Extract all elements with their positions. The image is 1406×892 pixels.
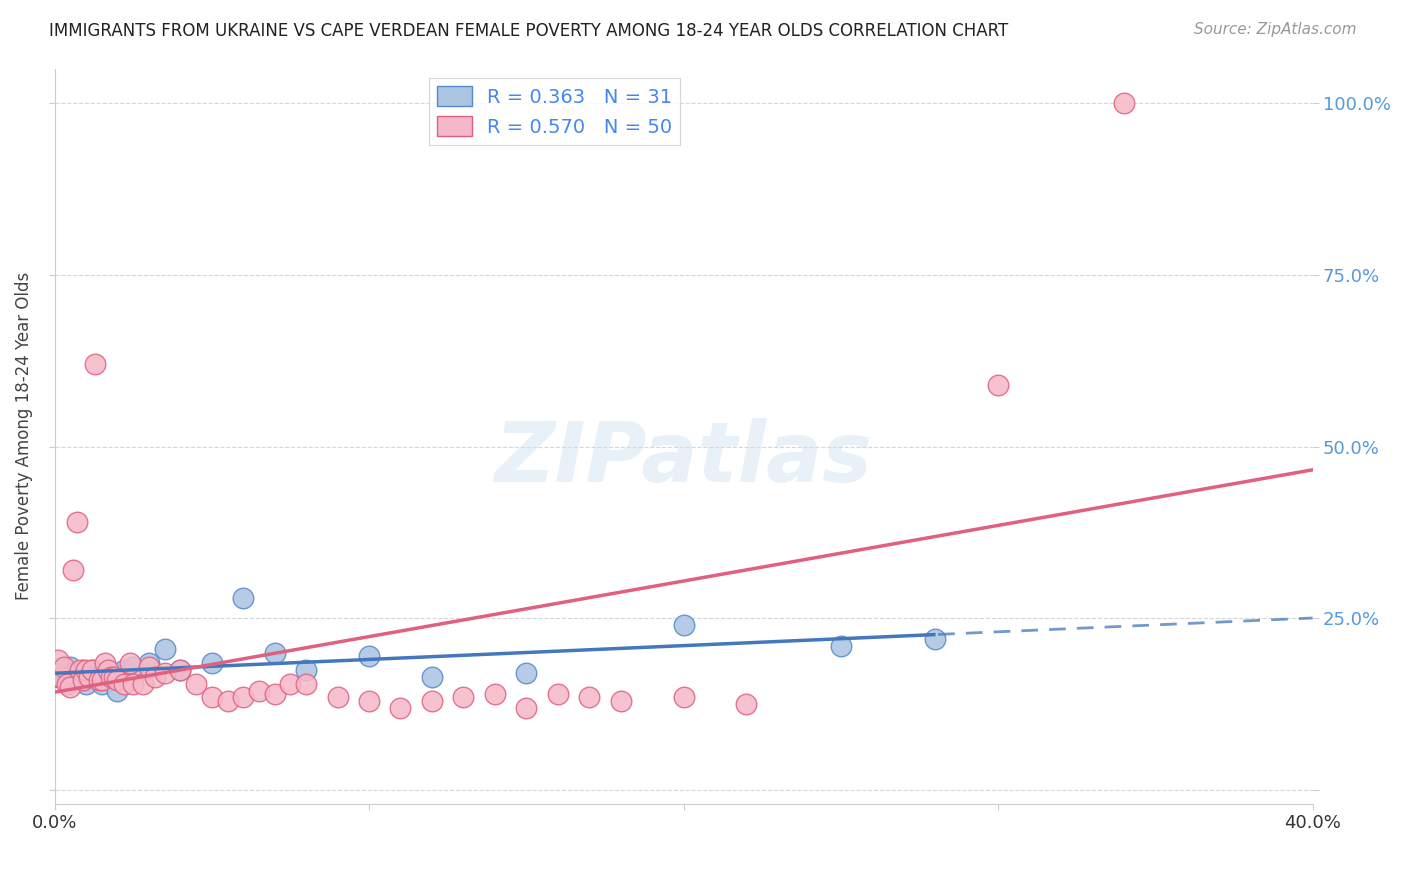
Point [515, 666, 537, 681]
Point [578, 690, 600, 705]
Point [143, 670, 166, 684]
Point [49, 666, 72, 681]
Point [420, 694, 443, 708]
Point [97, 663, 120, 677]
Point [90, 673, 112, 688]
Point [263, 687, 285, 701]
Point [52, 659, 75, 673]
Point [263, 646, 285, 660]
Point [94, 666, 117, 681]
Point [75, 663, 97, 677]
Point [830, 639, 852, 653]
Point [69, 663, 91, 677]
Point [295, 663, 318, 677]
Point [94, 656, 117, 670]
Point [169, 663, 191, 677]
Point [56, 673, 79, 688]
Point [46, 653, 69, 667]
Point [107, 683, 129, 698]
Point [118, 656, 141, 670]
Point [100, 670, 122, 684]
Point [90, 676, 112, 690]
Point [75, 676, 97, 690]
Point [153, 666, 176, 681]
Point [217, 694, 239, 708]
Point [735, 698, 758, 712]
Point [65, 670, 87, 684]
Point [184, 676, 207, 690]
Legend: R = 0.363   N = 31, R = 0.570   N = 50: R = 0.363 N = 31, R = 0.570 N = 50 [429, 78, 681, 145]
Point [84, 670, 107, 684]
Point [62, 563, 84, 577]
Point [169, 663, 191, 677]
Point [77, 670, 100, 684]
Point [453, 690, 475, 705]
Point [52, 663, 75, 677]
Point [112, 663, 135, 677]
Point [232, 690, 254, 705]
Point [65, 515, 87, 529]
Point [987, 377, 1010, 392]
Point [69, 673, 91, 688]
Point [72, 663, 94, 677]
Point [82, 663, 104, 677]
Point [131, 676, 153, 690]
Point [87, 673, 110, 688]
Point [72, 673, 94, 688]
Point [672, 690, 695, 705]
Point [153, 642, 176, 657]
Point [420, 670, 443, 684]
Point [49, 670, 72, 684]
Point [46, 670, 69, 684]
Point [484, 687, 506, 701]
Point [103, 670, 125, 684]
Point [122, 659, 145, 673]
Point [100, 670, 122, 684]
Point [107, 673, 129, 688]
Point [82, 663, 104, 677]
Point [112, 676, 135, 690]
Point [547, 687, 569, 701]
Point [122, 676, 145, 690]
Point [247, 683, 270, 698]
Point [1112, 95, 1135, 110]
Point [515, 700, 537, 714]
Text: Source: ZipAtlas.com: Source: ZipAtlas.com [1194, 22, 1357, 37]
Point [924, 632, 946, 646]
Point [84, 357, 107, 371]
Point [389, 700, 412, 714]
Point [357, 694, 380, 708]
Point [138, 659, 160, 673]
Point [201, 656, 224, 670]
Text: IMMIGRANTS FROM UKRAINE VS CAPE VERDEAN FEMALE POVERTY AMONG 18-24 YEAR OLDS COR: IMMIGRANTS FROM UKRAINE VS CAPE VERDEAN … [49, 22, 1008, 40]
Point [326, 690, 349, 705]
Point [672, 618, 695, 632]
Point [295, 676, 318, 690]
Y-axis label: Female Poverty Among 18-24 Year Olds: Female Poverty Among 18-24 Year Olds [15, 272, 32, 600]
Point [138, 656, 160, 670]
Point [62, 666, 84, 681]
Text: ZIPatlas: ZIPatlas [495, 417, 873, 499]
Point [609, 694, 631, 708]
Point [59, 659, 82, 673]
Point [59, 680, 82, 694]
Point [232, 591, 254, 605]
Point [201, 690, 224, 705]
Point [357, 649, 380, 664]
Point [56, 676, 79, 690]
Point [280, 676, 302, 690]
